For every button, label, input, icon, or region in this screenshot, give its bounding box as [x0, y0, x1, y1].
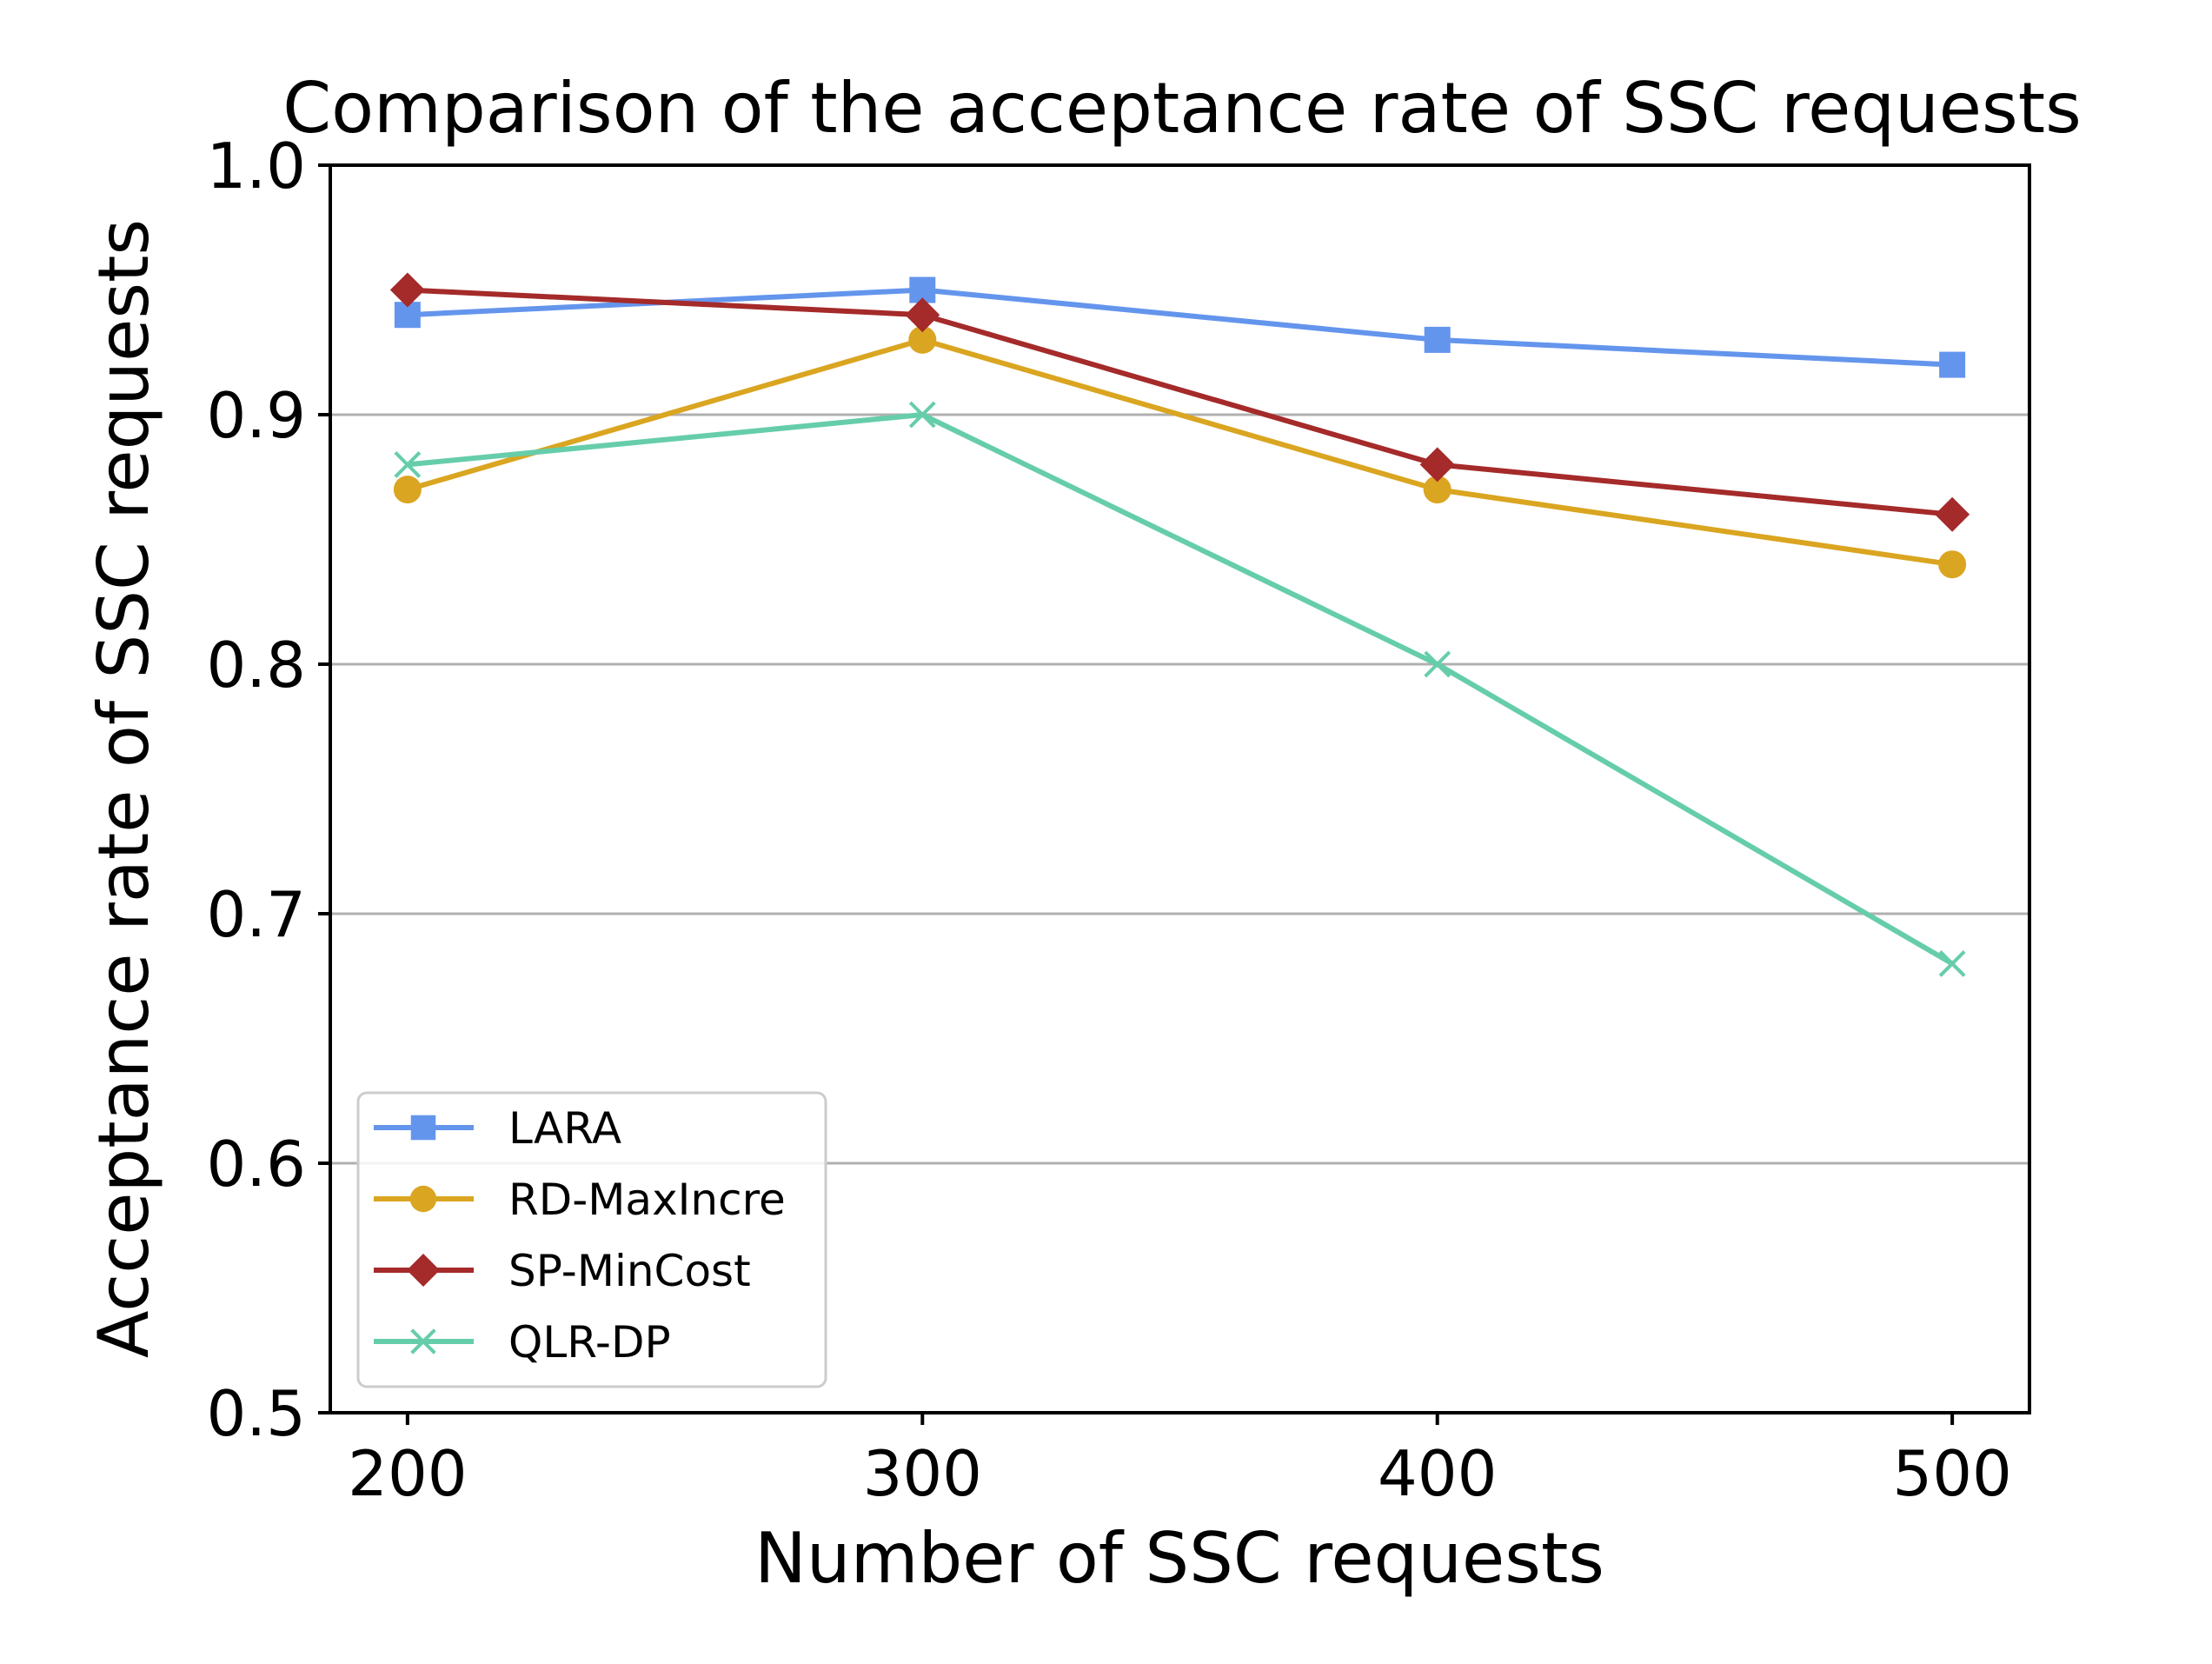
- chart-title: Comparison of the acceptance rate of SSC…: [282, 68, 2082, 149]
- axes: 200 300 400 500 0.5 0.6 0.7 0.8 0.9 1.0: [206, 130, 2011, 1510]
- legend-marker: [407, 1254, 440, 1287]
- data-point: [389, 272, 425, 308]
- data-point: [1938, 550, 1967, 579]
- y-axis-label: Acceptance rate of SSC requests: [83, 219, 164, 1358]
- data-point: [1938, 949, 1966, 977]
- x-axis-label: Number of SSC requests: [754, 1518, 1604, 1599]
- series-qlr-dp: [394, 401, 1966, 977]
- legend-marker: [410, 1328, 436, 1354]
- data-point: [1424, 326, 1451, 353]
- y-tick-label: 0.9: [206, 379, 306, 452]
- legend-item: QLR-DP: [374, 1317, 671, 1368]
- legend-label: QLR-DP: [508, 1317, 671, 1368]
- legend-box: [356, 1091, 827, 1388]
- x-tick-label: 400: [1378, 1437, 1497, 1510]
- y-tick-label: 0.6: [206, 1128, 306, 1201]
- y-tick-label: 0.5: [206, 1377, 306, 1450]
- series-rd-maxincre: [393, 325, 1967, 579]
- legend-item: LARA: [374, 1103, 621, 1154]
- series-group: [389, 272, 1970, 977]
- series-line: [407, 412, 1954, 966]
- legend-marker: [409, 1185, 437, 1213]
- data-point: [908, 325, 937, 354]
- data-point: [1424, 650, 1451, 678]
- x-tick-label: 500: [1892, 1437, 2011, 1510]
- series-line: [407, 287, 1953, 517]
- data-point: [1935, 496, 1970, 532]
- data-point: [905, 297, 940, 333]
- data-point: [1939, 351, 1966, 378]
- x-tick-label: 200: [348, 1437, 467, 1510]
- legend-marker: [410, 1115, 436, 1141]
- data-point: [393, 476, 422, 504]
- legend-label: SP-MinCost: [508, 1246, 751, 1296]
- y-tick-label: 0.8: [206, 629, 306, 702]
- data-point: [1419, 447, 1455, 483]
- y-tick-label: 0.7: [206, 878, 306, 951]
- legend-label: RD-MaxIncre: [508, 1175, 786, 1225]
- x-tick-label: 300: [863, 1437, 982, 1510]
- series-sp-mincost: [389, 272, 1970, 532]
- legend-item: SP-MinCost: [374, 1246, 751, 1296]
- data-point: [394, 450, 422, 478]
- data-point: [908, 401, 936, 429]
- legend-label: LARA: [508, 1103, 621, 1154]
- y-tick-label: 1.0: [206, 130, 306, 203]
- plot-area-frame: [329, 163, 2031, 1414]
- data-point: [1423, 476, 1451, 504]
- legend: LARA RD-MaxIncre SP-MinCost QLR-DP: [356, 1091, 827, 1388]
- legend-item: RD-MaxIncre: [374, 1175, 786, 1225]
- series-line: [407, 336, 1953, 568]
